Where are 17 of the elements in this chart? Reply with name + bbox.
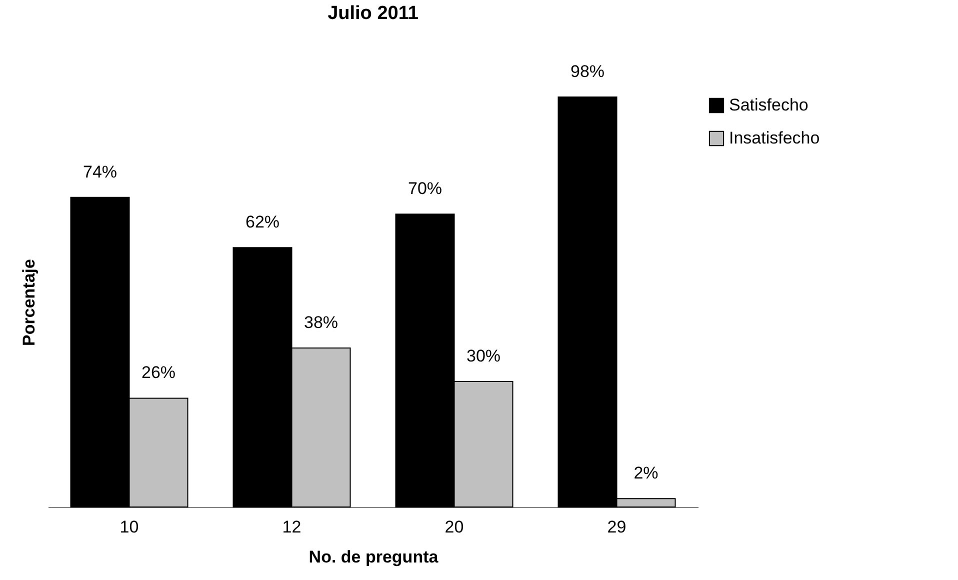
data-label: 38% (304, 313, 338, 332)
chart-title: Julio 2011 (328, 3, 419, 24)
legend-label: Satisfecho (729, 96, 808, 114)
x-tick-label: 12 (282, 518, 302, 536)
data-label: 62% (245, 212, 280, 232)
data-label: 2% (634, 464, 658, 483)
x-tick-label: 20 (444, 518, 464, 536)
data-label: 74% (82, 162, 118, 182)
y-axis-title: Porcentaje (20, 259, 38, 346)
x-tick-label: 10 (120, 518, 139, 536)
x-tick-label: 29 (607, 518, 626, 536)
data-label: 30% (466, 346, 501, 366)
data-label: 26% (141, 363, 176, 382)
data-label: 70% (408, 179, 442, 198)
legend-label: Insatisfecho (729, 128, 820, 148)
x-axis-title: No. de pregunta (308, 548, 439, 566)
data-label: 98% (570, 62, 605, 81)
